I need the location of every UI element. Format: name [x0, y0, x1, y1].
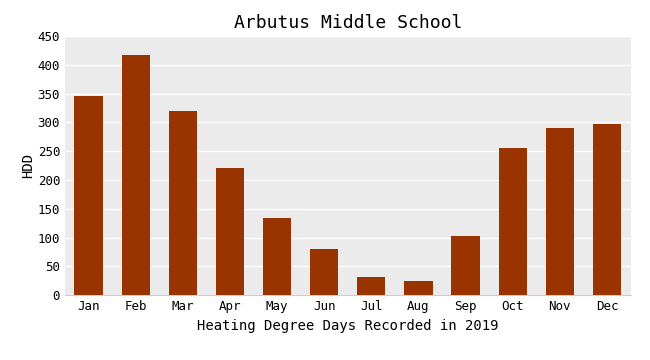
- Bar: [451, 236, 480, 295]
- X-axis label: Heating Degree Days Recorded in 2019: Heating Degree Days Recorded in 2019: [197, 319, 499, 333]
- Bar: [310, 249, 338, 295]
- Bar: [499, 148, 526, 295]
- Bar: [169, 111, 197, 295]
- Bar: [74, 96, 103, 295]
- Bar: [593, 124, 621, 295]
- Bar: [545, 128, 574, 295]
- Y-axis label: HDD: HDD: [21, 153, 35, 178]
- Bar: [404, 282, 433, 295]
- Bar: [122, 55, 150, 295]
- Title: Arbutus Middle School: Arbutus Middle School: [233, 14, 462, 32]
- Bar: [358, 277, 385, 295]
- Bar: [216, 168, 244, 295]
- Bar: [263, 218, 291, 295]
